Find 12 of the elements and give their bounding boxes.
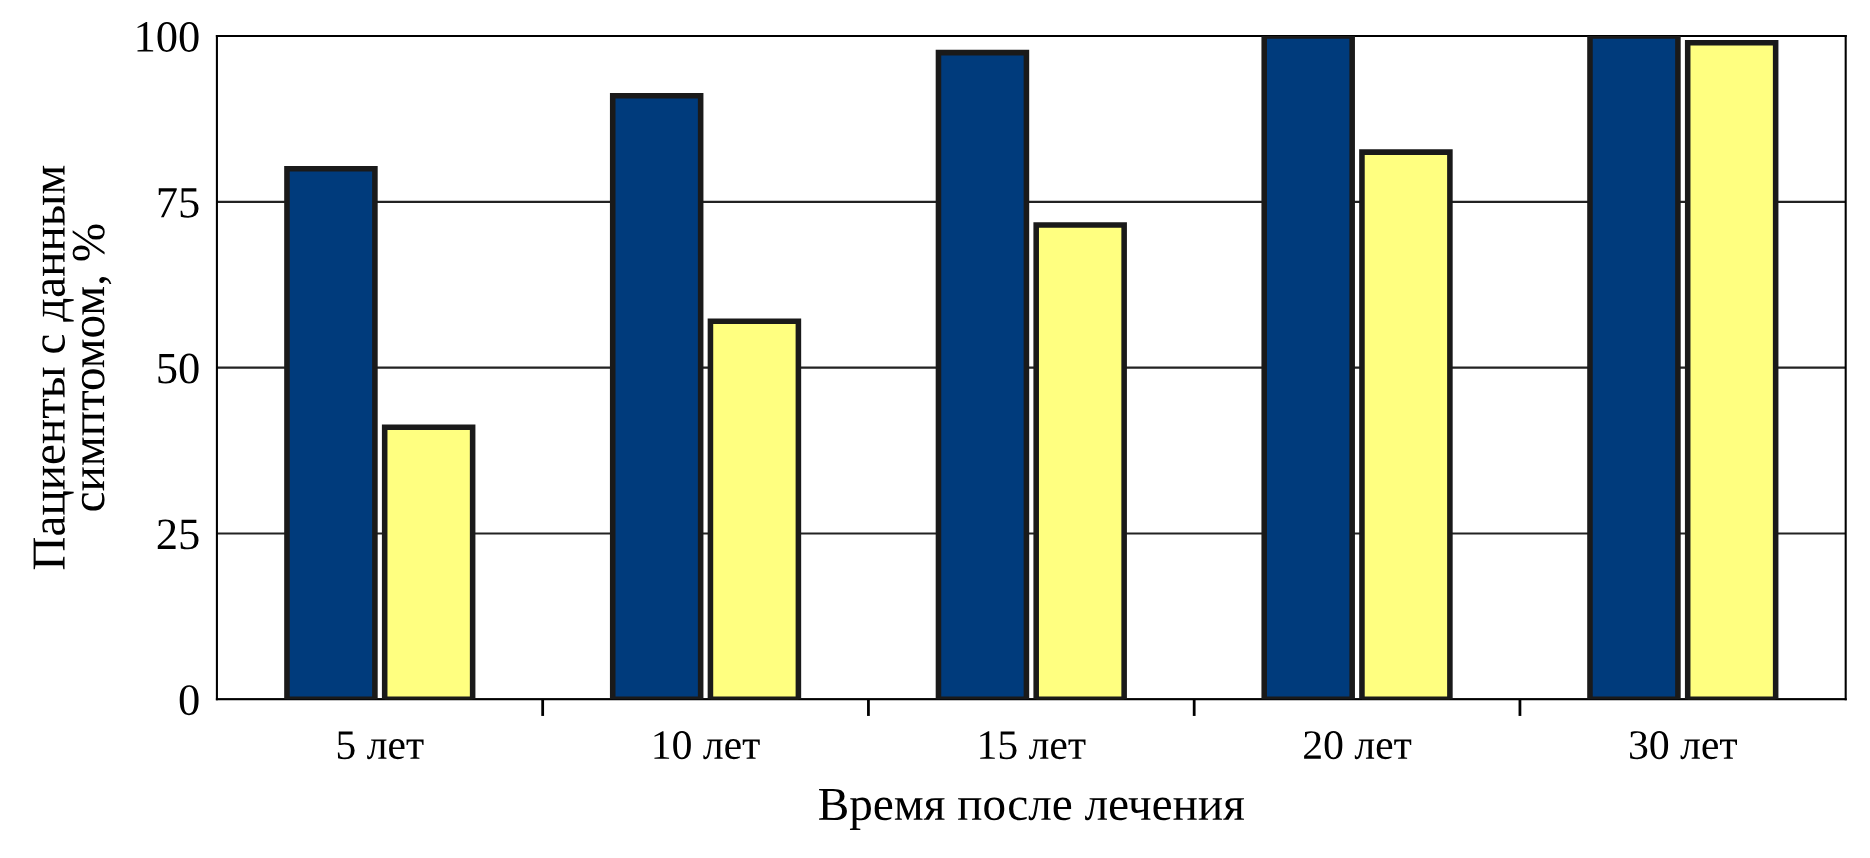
y-tick-label: 100 [137, 21, 199, 52]
y-tick-label: 0 [179, 685, 199, 716]
y-axis-title: Пациенты с данным симптомом, % [33, 165, 112, 570]
y-tick-label: 75 [158, 188, 199, 218]
x-axis-title: Время после лечения [819, 788, 1245, 830]
y-tick-label: 50 [158, 353, 199, 384]
x-tick-label: 10 лет [654, 731, 760, 760]
x-tick-label: 30 лет [1630, 731, 1737, 760]
y-tick-label: 25 [157, 519, 199, 550]
x-tick-label: 5 лет [337, 731, 424, 760]
x-tick-label: 20 лет [1304, 731, 1412, 760]
x-tick-label: 15 лет [980, 731, 1086, 760]
